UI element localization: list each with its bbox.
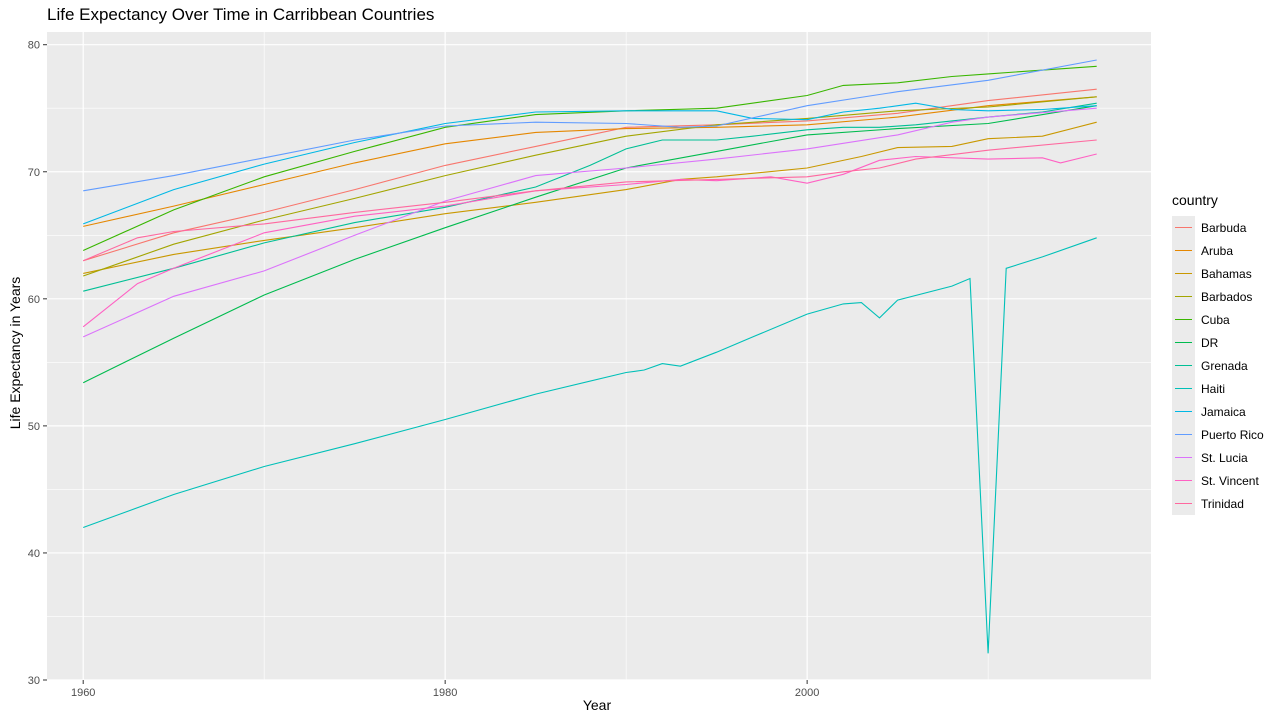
y-tick-label: 40 <box>28 548 40 560</box>
series-line-barbados <box>83 96 1097 277</box>
legend-item: Cuba <box>1168 308 1264 331</box>
y-tick-label: 60 <box>28 294 40 306</box>
legend-key <box>1172 469 1195 492</box>
legend-key <box>1172 377 1195 400</box>
y-tick-label: 50 <box>28 421 40 433</box>
series-line-haiti <box>83 237 1097 654</box>
y-tick-label: 80 <box>28 40 40 52</box>
legend-item: Barbuda <box>1168 216 1264 239</box>
legend-key <box>1172 285 1195 308</box>
y-axis-title: Life Expectancy in Years <box>7 277 23 430</box>
legend-item: Barbados <box>1168 285 1264 308</box>
axes: 30 40 50 60 70 80 1960 1980 2000 <box>28 40 820 699</box>
legend-label: Grenada <box>1201 358 1248 373</box>
series-line-bahamas <box>83 121 1097 274</box>
x-tick-label: 2000 <box>795 687 819 699</box>
x-tick-label: 1980 <box>433 687 457 699</box>
legend-item: DR <box>1168 331 1264 354</box>
legend-title: country <box>1172 192 1218 208</box>
legend-key <box>1172 400 1195 423</box>
series-line-dr <box>82 105 1097 384</box>
legend-label: Barbados <box>1201 289 1253 304</box>
legend-key <box>1172 423 1195 446</box>
legend-label: Cuba <box>1201 312 1230 327</box>
legend-key <box>1172 262 1195 285</box>
legend-label: Bahamas <box>1201 266 1252 281</box>
legend-key <box>1172 216 1195 239</box>
series-line-puerto-rico <box>83 59 1097 192</box>
legend-label: Jamaica <box>1201 404 1246 419</box>
chart-title: Life Expectancy Over Time in Carribbean … <box>47 5 435 24</box>
legend-label: Puerto Rico <box>1201 427 1264 442</box>
legend-label: St. Lucia <box>1201 450 1248 465</box>
legend-key <box>1172 331 1195 354</box>
legend-key <box>1172 354 1195 377</box>
legend-key <box>1172 308 1195 331</box>
legend-label: St. Vincent <box>1201 473 1259 488</box>
legend-label: Barbuda <box>1201 220 1247 235</box>
series-line-trinidad <box>82 139 1097 262</box>
legend-label: DR <box>1201 335 1219 350</box>
y-tick-label: 30 <box>28 675 40 687</box>
series-line-cuba <box>82 65 1097 252</box>
legend-item: Trinidad <box>1168 492 1264 515</box>
legend-item: St. Vincent <box>1168 469 1264 492</box>
legend-item: Bahamas <box>1168 262 1264 285</box>
y-tick-label: 70 <box>28 167 40 179</box>
major-grid <box>47 32 1151 681</box>
legend-key <box>1172 446 1195 469</box>
legend-label: Trinidad <box>1201 496 1244 511</box>
legend-key <box>1172 239 1195 262</box>
series-line-grenada <box>83 102 1097 292</box>
legend-item: Haiti <box>1168 377 1264 400</box>
series-line-st-vincent <box>82 153 1097 328</box>
x-tick-label: 1960 <box>71 687 95 699</box>
legend-key <box>1172 492 1195 515</box>
minor-grid <box>47 32 1151 680</box>
plot-panel <box>47 32 1151 680</box>
legend-item: Grenada <box>1168 354 1264 377</box>
legend-label: Haiti <box>1201 381 1226 396</box>
series-lines <box>82 59 1097 654</box>
legend-item: Aruba <box>1168 239 1264 262</box>
legend-item: Puerto Rico <box>1168 423 1264 446</box>
legend-item: Jamaica <box>1168 400 1264 423</box>
legend-label: Aruba <box>1201 243 1234 258</box>
x-axis-title: Year <box>583 697 612 713</box>
legend-item: St. Lucia <box>1168 446 1264 469</box>
series-line-st-lucia <box>82 107 1097 338</box>
series-line-jamaica <box>83 102 1097 225</box>
legend: country Barbuda Aruba Bahamas Barbados Cuba D… <box>1168 192 1264 515</box>
series-line-aruba <box>83 96 1097 227</box>
series-line-barbuda <box>83 88 1097 262</box>
